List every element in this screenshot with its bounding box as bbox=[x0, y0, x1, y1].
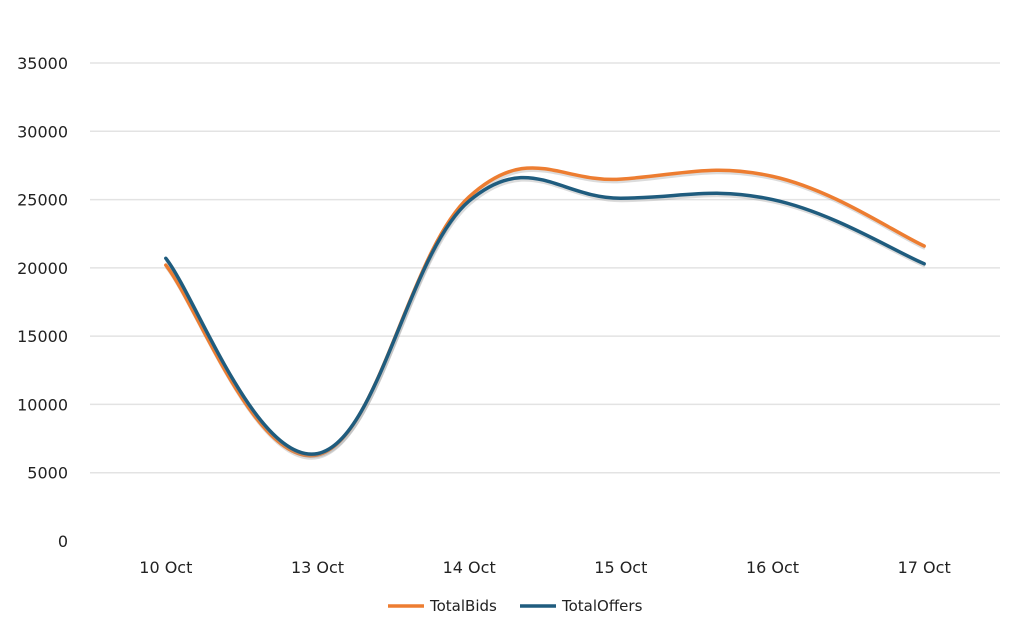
y-axis-ticks: 0 5000 10000 15000 20000 25000 30000 35000 bbox=[17, 54, 68, 551]
series-lines bbox=[164, 166, 927, 460]
x-tick-label: 10 Oct bbox=[139, 558, 192, 577]
legend-label: TotalBids bbox=[429, 597, 497, 615]
series-line-totaloffers bbox=[164, 175, 926, 456]
series-line-shadow bbox=[165, 177, 926, 458]
legend: TotalBids TotalOffers bbox=[388, 597, 643, 615]
legend-label: TotalOffers bbox=[561, 597, 643, 615]
x-tick-label: 13 Oct bbox=[291, 558, 344, 577]
y-tick-label: 25000 bbox=[17, 191, 68, 210]
series-line-totalbids bbox=[164, 166, 926, 458]
y-tick-label: 5000 bbox=[27, 464, 68, 483]
y-tick-label: 35000 bbox=[17, 54, 68, 73]
y-tick-label: 20000 bbox=[17, 259, 68, 278]
gridlines bbox=[90, 62, 1000, 474]
y-tick-label: 10000 bbox=[17, 395, 68, 414]
x-tick-label: 16 Oct bbox=[746, 558, 799, 577]
x-tick-label: 15 Oct bbox=[594, 558, 647, 577]
x-tick-label: 14 Oct bbox=[443, 558, 496, 577]
y-tick-label: 30000 bbox=[17, 122, 68, 141]
y-tick-label: 0 bbox=[58, 532, 68, 551]
x-tick-label: 17 Oct bbox=[898, 558, 951, 577]
x-axis-ticks: 10 Oct 13 Oct 14 Oct 15 Oct 16 Oct 17 Oct bbox=[139, 558, 950, 577]
y-tick-label: 15000 bbox=[17, 327, 68, 346]
